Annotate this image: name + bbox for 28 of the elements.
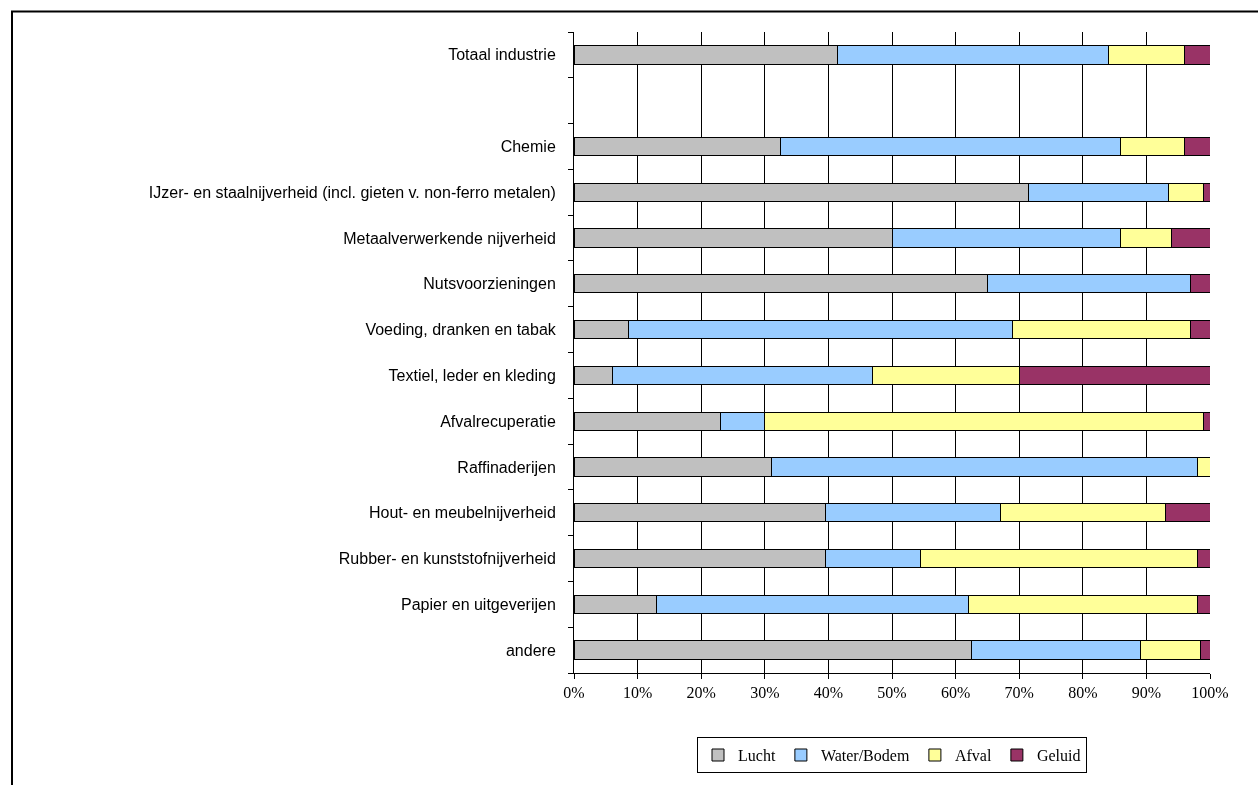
legend-label: Lucht: [738, 747, 776, 765]
y-tick-label: Raffinaderijen: [457, 458, 556, 476]
x-tick-label: 40%: [813, 684, 844, 702]
x-tick-label: 50%: [877, 684, 907, 702]
y-tick-label: Chemie: [500, 138, 556, 156]
y-tick-label: Hout- en meubelnijverheid: [369, 504, 556, 522]
y-tick-label: Rubber- en kunststofnijverheid: [338, 550, 556, 568]
y-tick-label: Nutsvoorzieningen: [423, 275, 556, 293]
y-tick-label: Afvalrecuperatie: [440, 412, 556, 430]
legend-label: Afval: [954, 747, 992, 765]
x-tick-label: 0%: [563, 684, 585, 702]
x-tick-label: 20%: [686, 684, 716, 702]
y-tick-label: Voeding, dranken en tabak: [365, 321, 557, 339]
legend-label: Water/Bodem: [820, 747, 910, 765]
y-tick-label: Textiel, leder en kleding: [388, 366, 556, 384]
y-tick-label: Totaal industrie: [448, 46, 556, 64]
x-tick-label: 90%: [1131, 684, 1162, 702]
y-tick-label: andere: [505, 641, 556, 659]
x-tick-label: 30%: [750, 684, 780, 702]
y-tick-label: Papier en uitgeverijen: [401, 595, 556, 613]
y-tick-label: IJzer- en staalnijverheid (incl. gieten v. non-ferro metalen): [148, 183, 556, 201]
x-tick-label: 60%: [940, 684, 971, 702]
x-tick-label: 80%: [1068, 684, 1098, 702]
y-tick-label: Metaalverwerkende nijverheid: [343, 229, 556, 247]
x-tick-label: 100%: [1191, 684, 1229, 702]
legend-label: Geluid: [1036, 747, 1081, 765]
x-tick-label: 70%: [1004, 684, 1034, 702]
x-tick-label: 10%: [622, 684, 653, 702]
